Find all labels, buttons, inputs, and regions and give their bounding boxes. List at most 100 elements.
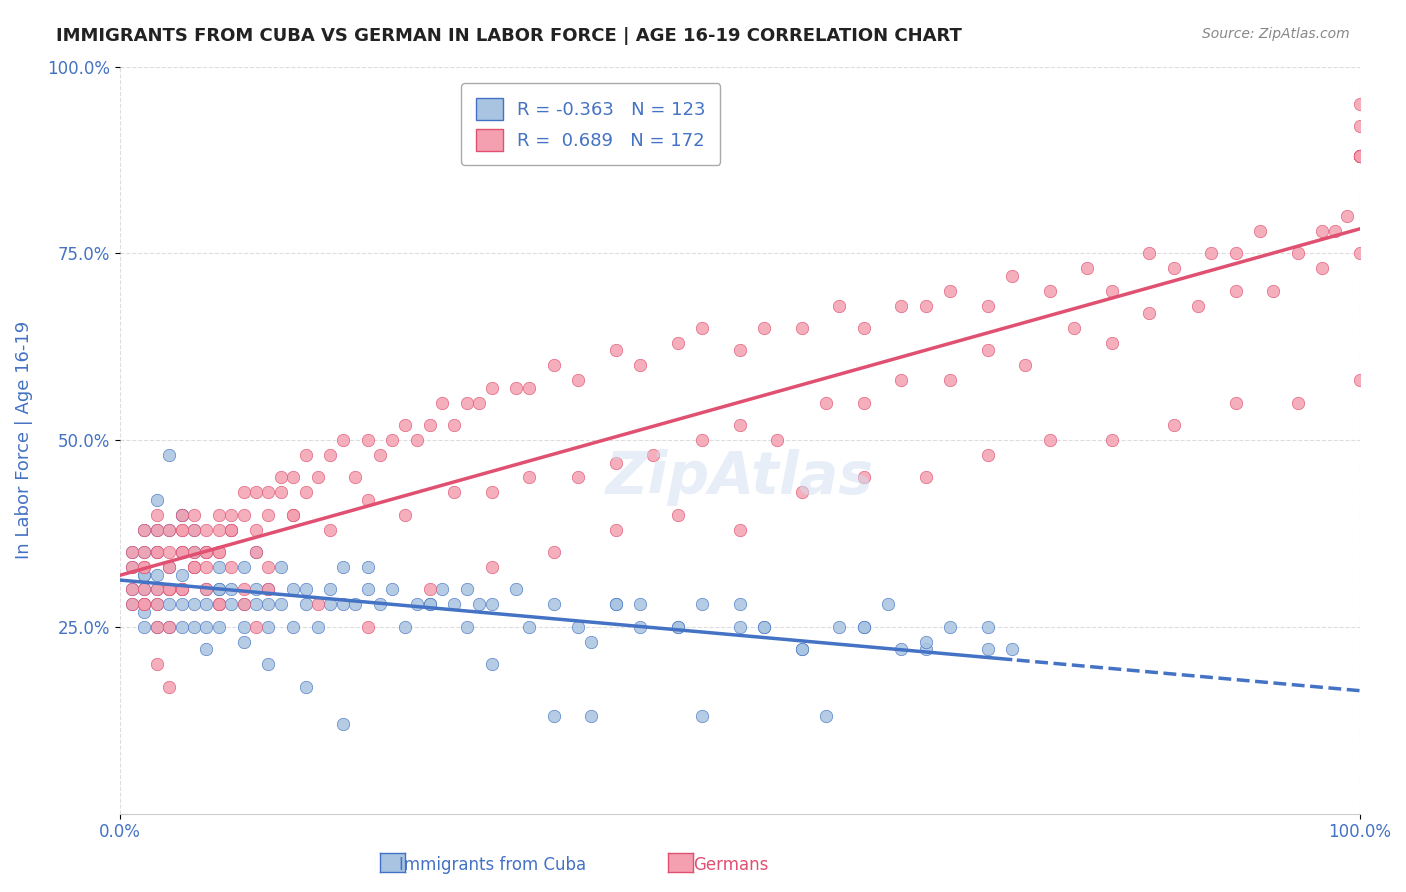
Immigrants from Cuba [146, 545, 169, 559]
Immigrants from Cuba [232, 634, 254, 648]
Immigrants from Cuba [157, 620, 180, 634]
Immigrants from Cuba [877, 598, 900, 612]
Germans [381, 433, 404, 447]
Germans [146, 523, 169, 537]
Immigrants from Cuba [406, 598, 429, 612]
Germans [1348, 149, 1371, 163]
Immigrants from Cuba [481, 598, 503, 612]
Germans [605, 456, 627, 470]
Immigrants from Cuba [605, 598, 627, 612]
Germans [605, 343, 627, 358]
Germans [219, 523, 242, 537]
Germans [1225, 246, 1247, 260]
Immigrants from Cuba [332, 560, 354, 574]
Germans [394, 508, 416, 522]
Germans [443, 418, 465, 433]
Immigrants from Cuba [157, 582, 180, 597]
Immigrants from Cuba [815, 709, 838, 723]
Immigrants from Cuba [157, 523, 180, 537]
Immigrants from Cuba [195, 545, 218, 559]
Germans [157, 523, 180, 537]
Immigrants from Cuba [134, 567, 156, 582]
Germans [146, 582, 169, 597]
Germans [257, 560, 280, 574]
Germans [1348, 149, 1371, 163]
Immigrants from Cuba [134, 582, 156, 597]
Immigrants from Cuba [270, 560, 292, 574]
Immigrants from Cuba [419, 598, 441, 612]
Germans [170, 582, 193, 597]
Germans [270, 470, 292, 484]
Germans [1348, 149, 1371, 163]
Immigrants from Cuba [208, 560, 231, 574]
Immigrants from Cuba [157, 560, 180, 574]
Germans [319, 523, 342, 537]
Immigrants from Cuba [195, 598, 218, 612]
Immigrants from Cuba [257, 620, 280, 634]
Germans [914, 299, 936, 313]
Immigrants from Cuba [319, 582, 342, 597]
Immigrants from Cuba [666, 620, 689, 634]
Germans [157, 582, 180, 597]
Immigrants from Cuba [146, 582, 169, 597]
Germans [283, 470, 305, 484]
Immigrants from Cuba [914, 634, 936, 648]
Germans [208, 545, 231, 559]
Germans [170, 523, 193, 537]
Germans [481, 381, 503, 395]
Immigrants from Cuba [170, 582, 193, 597]
Germans [170, 508, 193, 522]
Germans [232, 582, 254, 597]
Germans [183, 508, 205, 522]
Germans [134, 598, 156, 612]
Immigrants from Cuba [890, 642, 912, 657]
Germans [1348, 120, 1371, 134]
Text: Immigrants from Cuba: Immigrants from Cuba [398, 856, 586, 874]
Immigrants from Cuba [183, 523, 205, 537]
Germans [219, 508, 242, 522]
Germans [666, 508, 689, 522]
Germans [294, 448, 316, 462]
Germans [344, 470, 367, 484]
Germans [443, 485, 465, 500]
Germans [1336, 209, 1358, 223]
Germans [183, 560, 205, 574]
Germans [283, 508, 305, 522]
Immigrants from Cuba [170, 598, 193, 612]
Text: ZipAtlas: ZipAtlas [606, 449, 873, 506]
Germans [754, 321, 776, 335]
Germans [146, 598, 169, 612]
Germans [628, 359, 651, 373]
Germans [146, 545, 169, 559]
Germans [208, 598, 231, 612]
Immigrants from Cuba [394, 620, 416, 634]
Germans [195, 523, 218, 537]
Germans [914, 470, 936, 484]
Germans [728, 523, 751, 537]
Germans [208, 598, 231, 612]
Immigrants from Cuba [754, 620, 776, 634]
Immigrants from Cuba [939, 620, 962, 634]
Immigrants from Cuba [852, 620, 875, 634]
Immigrants from Cuba [332, 717, 354, 731]
Immigrants from Cuba [852, 620, 875, 634]
Germans [890, 373, 912, 387]
Immigrants from Cuba [257, 598, 280, 612]
Germans [245, 523, 267, 537]
Immigrants from Cuba [294, 582, 316, 597]
Germans [146, 657, 169, 672]
Germans [307, 470, 329, 484]
Immigrants from Cuba [170, 545, 193, 559]
Immigrants from Cuba [1001, 642, 1024, 657]
Germans [1348, 373, 1371, 387]
Germans [208, 508, 231, 522]
Immigrants from Cuba [183, 560, 205, 574]
Immigrants from Cuba [232, 560, 254, 574]
Germans [1249, 224, 1271, 238]
Germans [134, 560, 156, 574]
Immigrants from Cuba [628, 598, 651, 612]
Immigrants from Cuba [134, 545, 156, 559]
Immigrants from Cuba [567, 620, 589, 634]
Germans [157, 582, 180, 597]
Germans [307, 598, 329, 612]
